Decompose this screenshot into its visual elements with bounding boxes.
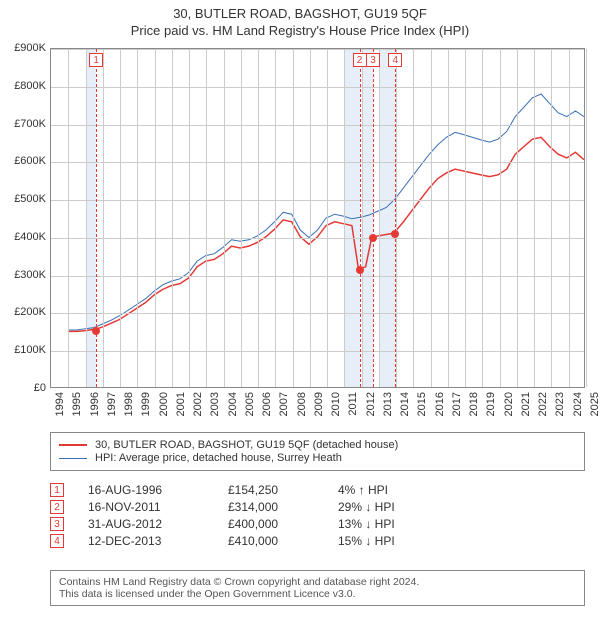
sale-row: 1 16-AUG-1996£154,2504% ↑ HPI — [50, 483, 585, 497]
sale-row-date: 16-NOV-2011 — [88, 500, 228, 514]
x-axis-label: 1997 — [106, 392, 118, 426]
x-axis-label: 2015 — [416, 392, 428, 426]
legend: 30, BUTLER ROAD, BAGSHOT, GU19 5QF (deta… — [50, 432, 585, 471]
y-axis-label: £100K — [0, 344, 46, 356]
sale-row: 4 12-DEC-2013£410,00015% ↓ HPI — [50, 534, 585, 548]
series-property — [68, 137, 584, 331]
legend-label-property: 30, BUTLER ROAD, BAGSHOT, GU19 5QF (deta… — [95, 439, 398, 451]
subtitle: Price paid vs. HM Land Registry's House … — [0, 23, 600, 38]
footnote-line1: Contains HM Land Registry data © Crown c… — [59, 576, 576, 588]
x-axis-label: 2013 — [382, 392, 394, 426]
sale-row: 3 31-AUG-2012£400,00013% ↓ HPI — [50, 517, 585, 531]
x-axis-label: 2000 — [158, 392, 170, 426]
sale-marker-line — [395, 49, 396, 387]
x-axis-label: 1996 — [89, 392, 101, 426]
x-axis-label: 2025 — [589, 392, 600, 426]
y-axis-label: £800K — [0, 80, 46, 92]
sale-row-price: £400,000 — [228, 517, 338, 531]
y-axis-label: £200K — [0, 306, 46, 318]
sale-row-price: £314,000 — [228, 500, 338, 514]
footnote-line2: This data is licensed under the Open Gov… — [59, 588, 576, 600]
y-axis-label: £0 — [0, 382, 46, 394]
legend-item-property: 30, BUTLER ROAD, BAGSHOT, GU19 5QF (deta… — [59, 439, 576, 451]
sale-row-date: 12-DEC-2013 — [88, 534, 228, 548]
sale-row-delta: 4% ↑ HPI — [338, 483, 458, 497]
sale-row-delta: 15% ↓ HPI — [338, 534, 458, 548]
sale-marker-number: 4 — [388, 53, 402, 67]
x-axis-label: 2014 — [399, 392, 411, 426]
sale-dot — [92, 327, 100, 335]
x-axis-label: 2023 — [554, 392, 566, 426]
x-axis-label: 2006 — [261, 392, 273, 426]
series-hpi — [68, 94, 584, 330]
sale-dot — [356, 266, 364, 274]
sale-dot — [369, 234, 377, 242]
y-axis-label: £900K — [0, 42, 46, 54]
y-axis-label: £700K — [0, 118, 46, 130]
x-axis-label: 2016 — [434, 392, 446, 426]
sale-row-delta: 29% ↓ HPI — [338, 500, 458, 514]
sale-marker-line — [360, 49, 361, 387]
sale-row-number: 4 — [50, 534, 64, 548]
address-title: 30, BUTLER ROAD, BAGSHOT, GU19 5QF — [0, 6, 600, 21]
x-axis-label: 2005 — [244, 392, 256, 426]
x-axis-label: 2011 — [347, 392, 359, 426]
x-axis-label: 2002 — [192, 392, 204, 426]
sale-marker-number: 2 — [353, 53, 367, 67]
sale-dot — [391, 230, 399, 238]
legend-swatch-hpi — [59, 458, 87, 459]
x-axis-label: 2007 — [278, 392, 290, 426]
x-axis-label: 2001 — [175, 392, 187, 426]
x-axis-label: 2004 — [227, 392, 239, 426]
line-chart-svg — [51, 49, 584, 387]
chart-title-block: 30, BUTLER ROAD, BAGSHOT, GU19 5QF Price… — [0, 0, 600, 38]
x-axis-label: 1999 — [140, 392, 152, 426]
sale-row-number: 2 — [50, 500, 64, 514]
legend-swatch-property — [59, 444, 87, 446]
sale-row-number: 1 — [50, 483, 64, 497]
x-axis-label: 2008 — [296, 392, 308, 426]
sale-row-date: 16-AUG-1996 — [88, 483, 228, 497]
y-axis-label: £400K — [0, 231, 46, 243]
attribution-footnote: Contains HM Land Registry data © Crown c… — [50, 570, 585, 606]
x-axis-label: 2022 — [537, 392, 549, 426]
sale-row-price: £410,000 — [228, 534, 338, 548]
sale-row: 2 16-NOV-2011£314,00029% ↓ HPI — [50, 500, 585, 514]
sale-row-number: 3 — [50, 517, 64, 531]
legend-item-hpi: HPI: Average price, detached house, Surr… — [59, 452, 576, 464]
sale-row-date: 31-AUG-2012 — [88, 517, 228, 531]
x-axis-label: 2003 — [209, 392, 221, 426]
y-axis-label: £500K — [0, 193, 46, 205]
sale-row-delta: 13% ↓ HPI — [338, 517, 458, 531]
sale-marker-line — [373, 49, 374, 387]
chart-plot-area: 1 234 — [50, 48, 585, 388]
x-axis-label: 2019 — [485, 392, 497, 426]
x-axis-label: 2021 — [520, 392, 532, 426]
x-axis-label: 2010 — [330, 392, 342, 426]
x-axis-label: 2018 — [468, 392, 480, 426]
sale-marker-number: 3 — [366, 53, 380, 67]
sale-marker-number: 1 — [89, 53, 103, 67]
x-axis-label: 2024 — [572, 392, 584, 426]
x-axis-label: 1995 — [71, 392, 83, 426]
x-axis-label: 1994 — [54, 392, 66, 426]
x-axis-label: 2009 — [313, 392, 325, 426]
y-axis-label: £300K — [0, 269, 46, 281]
x-axis-label: 2017 — [451, 392, 463, 426]
sale-marker-line — [96, 49, 97, 387]
x-axis-label: 1998 — [123, 392, 135, 426]
sale-row-price: £154,250 — [228, 483, 338, 497]
x-axis-label: 2012 — [365, 392, 377, 426]
y-axis-label: £600K — [0, 155, 46, 167]
sales-table: 1 16-AUG-1996£154,2504% ↑ HPI 2 16-NOV-2011… — [50, 480, 585, 551]
legend-label-hpi: HPI: Average price, detached house, Surr… — [95, 452, 342, 464]
x-axis-label: 2020 — [503, 392, 515, 426]
